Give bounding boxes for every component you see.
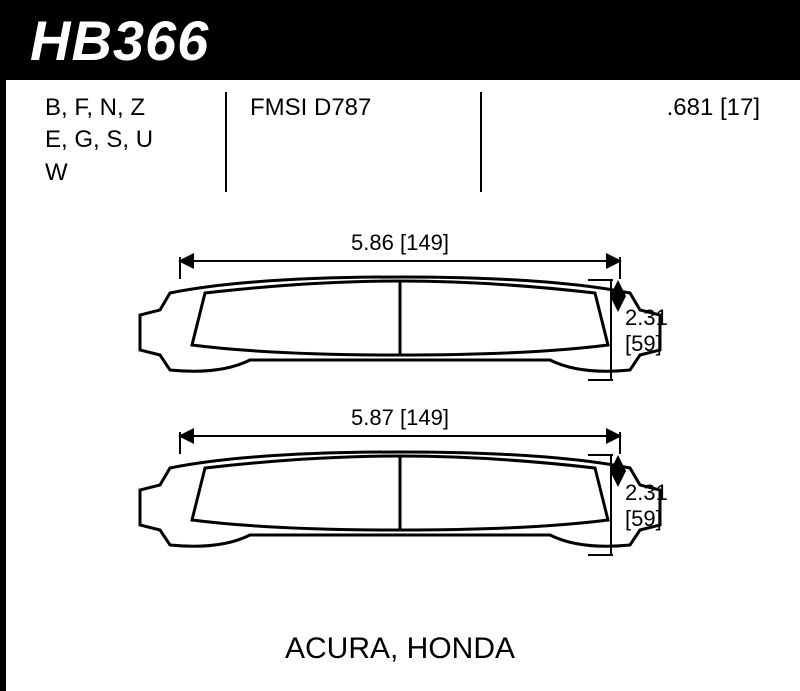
vehicle-applications: ACURA, HONDA [0, 632, 800, 666]
dimension-line [180, 260, 620, 262]
left-border [0, 80, 6, 691]
dim-mm: [59] [625, 331, 668, 357]
fmsi-column: FMSI D787 [230, 92, 500, 189]
dim-inches: 2.31 [625, 305, 668, 331]
brake-pad-outline-1 [130, 275, 670, 390]
header-bar: HB366 [0, 0, 800, 80]
thickness-column: .681 [17] [500, 92, 770, 189]
fmsi-code: FMSI D787 [250, 92, 480, 124]
dim-mm: [149] [400, 230, 449, 255]
compounds-column: B, F, N, Z E, G, S, U W [30, 92, 230, 189]
column-divider [225, 92, 227, 192]
width-dimension-pad2: 5.87 [149] [180, 405, 620, 437]
thickness-inches: .681 [667, 94, 714, 121]
compounds-line: B, F, N, Z [45, 92, 210, 124]
dimension-line [180, 435, 620, 437]
arrow-down-icon [610, 471, 626, 487]
dimension-label: 2.31 [59] [625, 305, 668, 358]
info-row: B, F, N, Z E, G, S, U W FMSI D787 .681 [… [30, 92, 770, 189]
compounds-line: W [45, 157, 210, 189]
part-number: HB366 [30, 8, 209, 73]
compounds-line: E, G, S, U [45, 124, 210, 156]
dimension-line [610, 280, 612, 380]
dimension-label: 5.86 [149] [180, 230, 620, 256]
arrow-up-icon [610, 455, 626, 471]
dimension-line [610, 455, 612, 555]
height-dimension-pad1: 2.31 [59] [610, 280, 730, 380]
arrow-up-icon [610, 280, 626, 296]
thickness-mm: [17] [720, 94, 760, 121]
brake-pad-outline-2 [130, 450, 670, 565]
height-dimension-pad2: 2.31 [59] [610, 455, 730, 555]
dim-mm: [149] [400, 405, 449, 430]
dimension-label: 2.31 [59] [625, 480, 668, 533]
dim-inches: 2.31 [625, 480, 668, 506]
dim-inches: 5.87 [351, 405, 394, 430]
dim-mm: [59] [625, 506, 668, 532]
dimension-label: 5.87 [149] [180, 405, 620, 431]
column-divider [480, 92, 482, 192]
dim-inches: 5.86 [351, 230, 394, 255]
arrow-down-icon [610, 296, 626, 312]
width-dimension-pad1: 5.86 [149] [180, 230, 620, 262]
